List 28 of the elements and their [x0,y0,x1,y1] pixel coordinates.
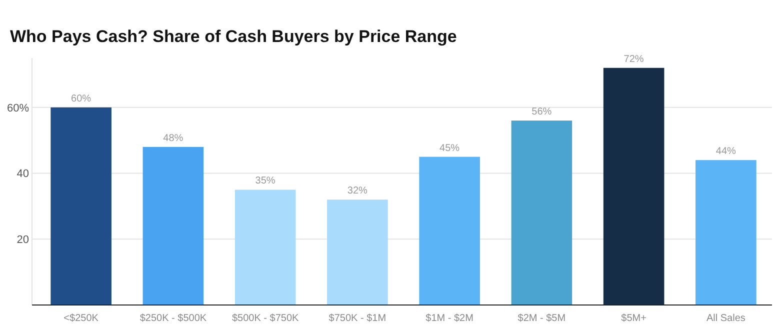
x-tick-label: $750K - $1M [328,313,386,324]
data-label: 72% [624,54,644,65]
x-tick-label: $250K - $500K [140,313,207,324]
data-label: 60% [71,93,92,104]
data-label: 56% [532,106,552,118]
x-tick-label: $2M - $5M [518,313,566,324]
bar [327,200,388,305]
bar [511,120,572,305]
x-tick-label: $1M - $2M [426,313,474,324]
y-tick-label: 20 [16,234,29,246]
data-label: 45% [440,142,460,154]
data-label: 44% [716,146,736,158]
y-tick-label: 60% [6,102,30,114]
x-tick-label: <$250K [64,313,99,324]
bar [419,156,480,305]
x-tick-label: $500K - $750K [232,313,299,324]
bar [696,160,756,305]
bar [603,68,664,305]
bar [142,146,204,305]
chart-title: Who Pays Cash? Share of Cash Buyers by Price Range [10,27,457,46]
bar [234,190,296,305]
y-tick-label: 40 [16,168,29,180]
data-label: 32% [347,186,368,197]
x-tick-label: All Sales [706,313,746,324]
bar [50,107,112,305]
x-tick-label: $5M+ [621,313,647,324]
data-label: 35% [255,176,276,187]
data-label: 48% [163,132,184,144]
